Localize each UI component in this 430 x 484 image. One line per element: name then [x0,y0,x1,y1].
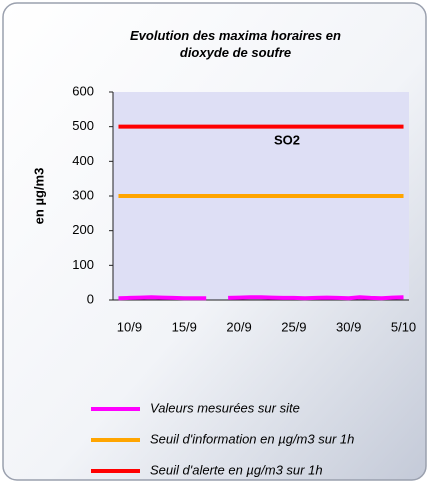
x-tick-label: 10/9 [117,319,142,334]
x-tick-label: 20/9 [226,319,251,334]
series-line [118,295,404,301]
y-tick-label: 300 [72,187,94,202]
y-tick-label: 600 [72,83,94,98]
x-tick-label: 25/9 [281,319,306,334]
x-tick-label: 5/10 [391,319,416,334]
annotation: SO2 [274,132,300,147]
x-tick-label: 30/9 [336,319,361,334]
y-tick-label: 500 [72,118,94,133]
y-axis-label: en µg/m3 [31,168,46,225]
legend-label: Seuil d'alerte en µg/m3 sur 1h [150,462,323,477]
y-tick-label: 200 [72,222,94,237]
legend-label: Seuil d'information en µg/m3 sur 1h [150,431,354,446]
chart-title: Evolution des maxima horaires en dioxyde… [130,28,341,60]
legend-label: Valeurs mesurées sur site [150,400,300,415]
x-tick-label: 15/9 [172,319,197,334]
y-tick-label: 0 [87,291,94,306]
y-tick-label: 100 [72,257,94,272]
y-tick-label: 400 [72,153,94,168]
